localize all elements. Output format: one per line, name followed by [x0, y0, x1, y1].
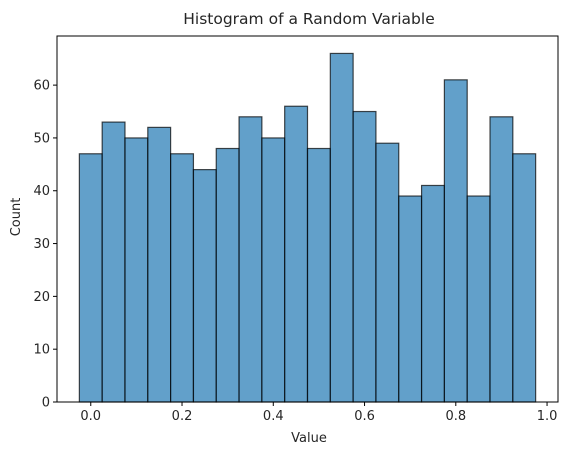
bars-group [78, 52, 537, 403]
y-axis-label: Count [9, 198, 24, 237]
x-axis-label: Value [291, 431, 327, 446]
x-axis-ticks: 0.0 0.2 0.4 0.6 0.8 1.0 [80, 402, 557, 424]
y-tick-label: 50 [33, 131, 50, 146]
histogram-bar [329, 52, 354, 403]
y-axis-ticks: 0 10 20 30 40 50 60 [33, 79, 57, 411]
y-tick-label: 40 [33, 184, 50, 199]
histogram-bar [147, 126, 172, 403]
x-tick-label: 1.0 [537, 409, 558, 424]
y-tick-label: 0 [42, 396, 50, 411]
histogram-bar [489, 116, 514, 403]
histogram-bar [375, 142, 400, 403]
y-tick-label: 20 [33, 290, 50, 305]
x-tick-label: 0.2 [172, 409, 193, 424]
histogram-bar [443, 79, 468, 403]
histogram-bar [215, 147, 240, 403]
y-tick-label: 60 [33, 79, 50, 94]
x-tick-label: 0.6 [354, 409, 375, 424]
chart-title: Histogram of a Random Variable [183, 10, 434, 28]
x-tick-label: 0.4 [263, 409, 284, 424]
histogram-bar [124, 137, 149, 403]
histogram-bar [192, 169, 217, 403]
histogram-bar [238, 116, 263, 403]
histogram-bar [512, 153, 537, 403]
histogram-bar [261, 137, 286, 403]
histogram-bar [284, 105, 309, 403]
plot-frame [56, 35, 559, 403]
histogram-bar [420, 184, 445, 403]
histogram-bar [170, 153, 195, 403]
histogram-bar [306, 147, 331, 403]
x-tick-label: 0.8 [445, 409, 466, 424]
histogram-bar [78, 153, 103, 403]
histogram-bar [101, 121, 126, 403]
y-tick-label: 10 [33, 343, 50, 358]
histogram-bar [466, 195, 491, 403]
y-tick-label: 30 [33, 237, 50, 252]
histogram-bar [398, 195, 423, 403]
x-tick-label: 0.0 [80, 409, 101, 424]
histogram-bar [352, 110, 377, 403]
